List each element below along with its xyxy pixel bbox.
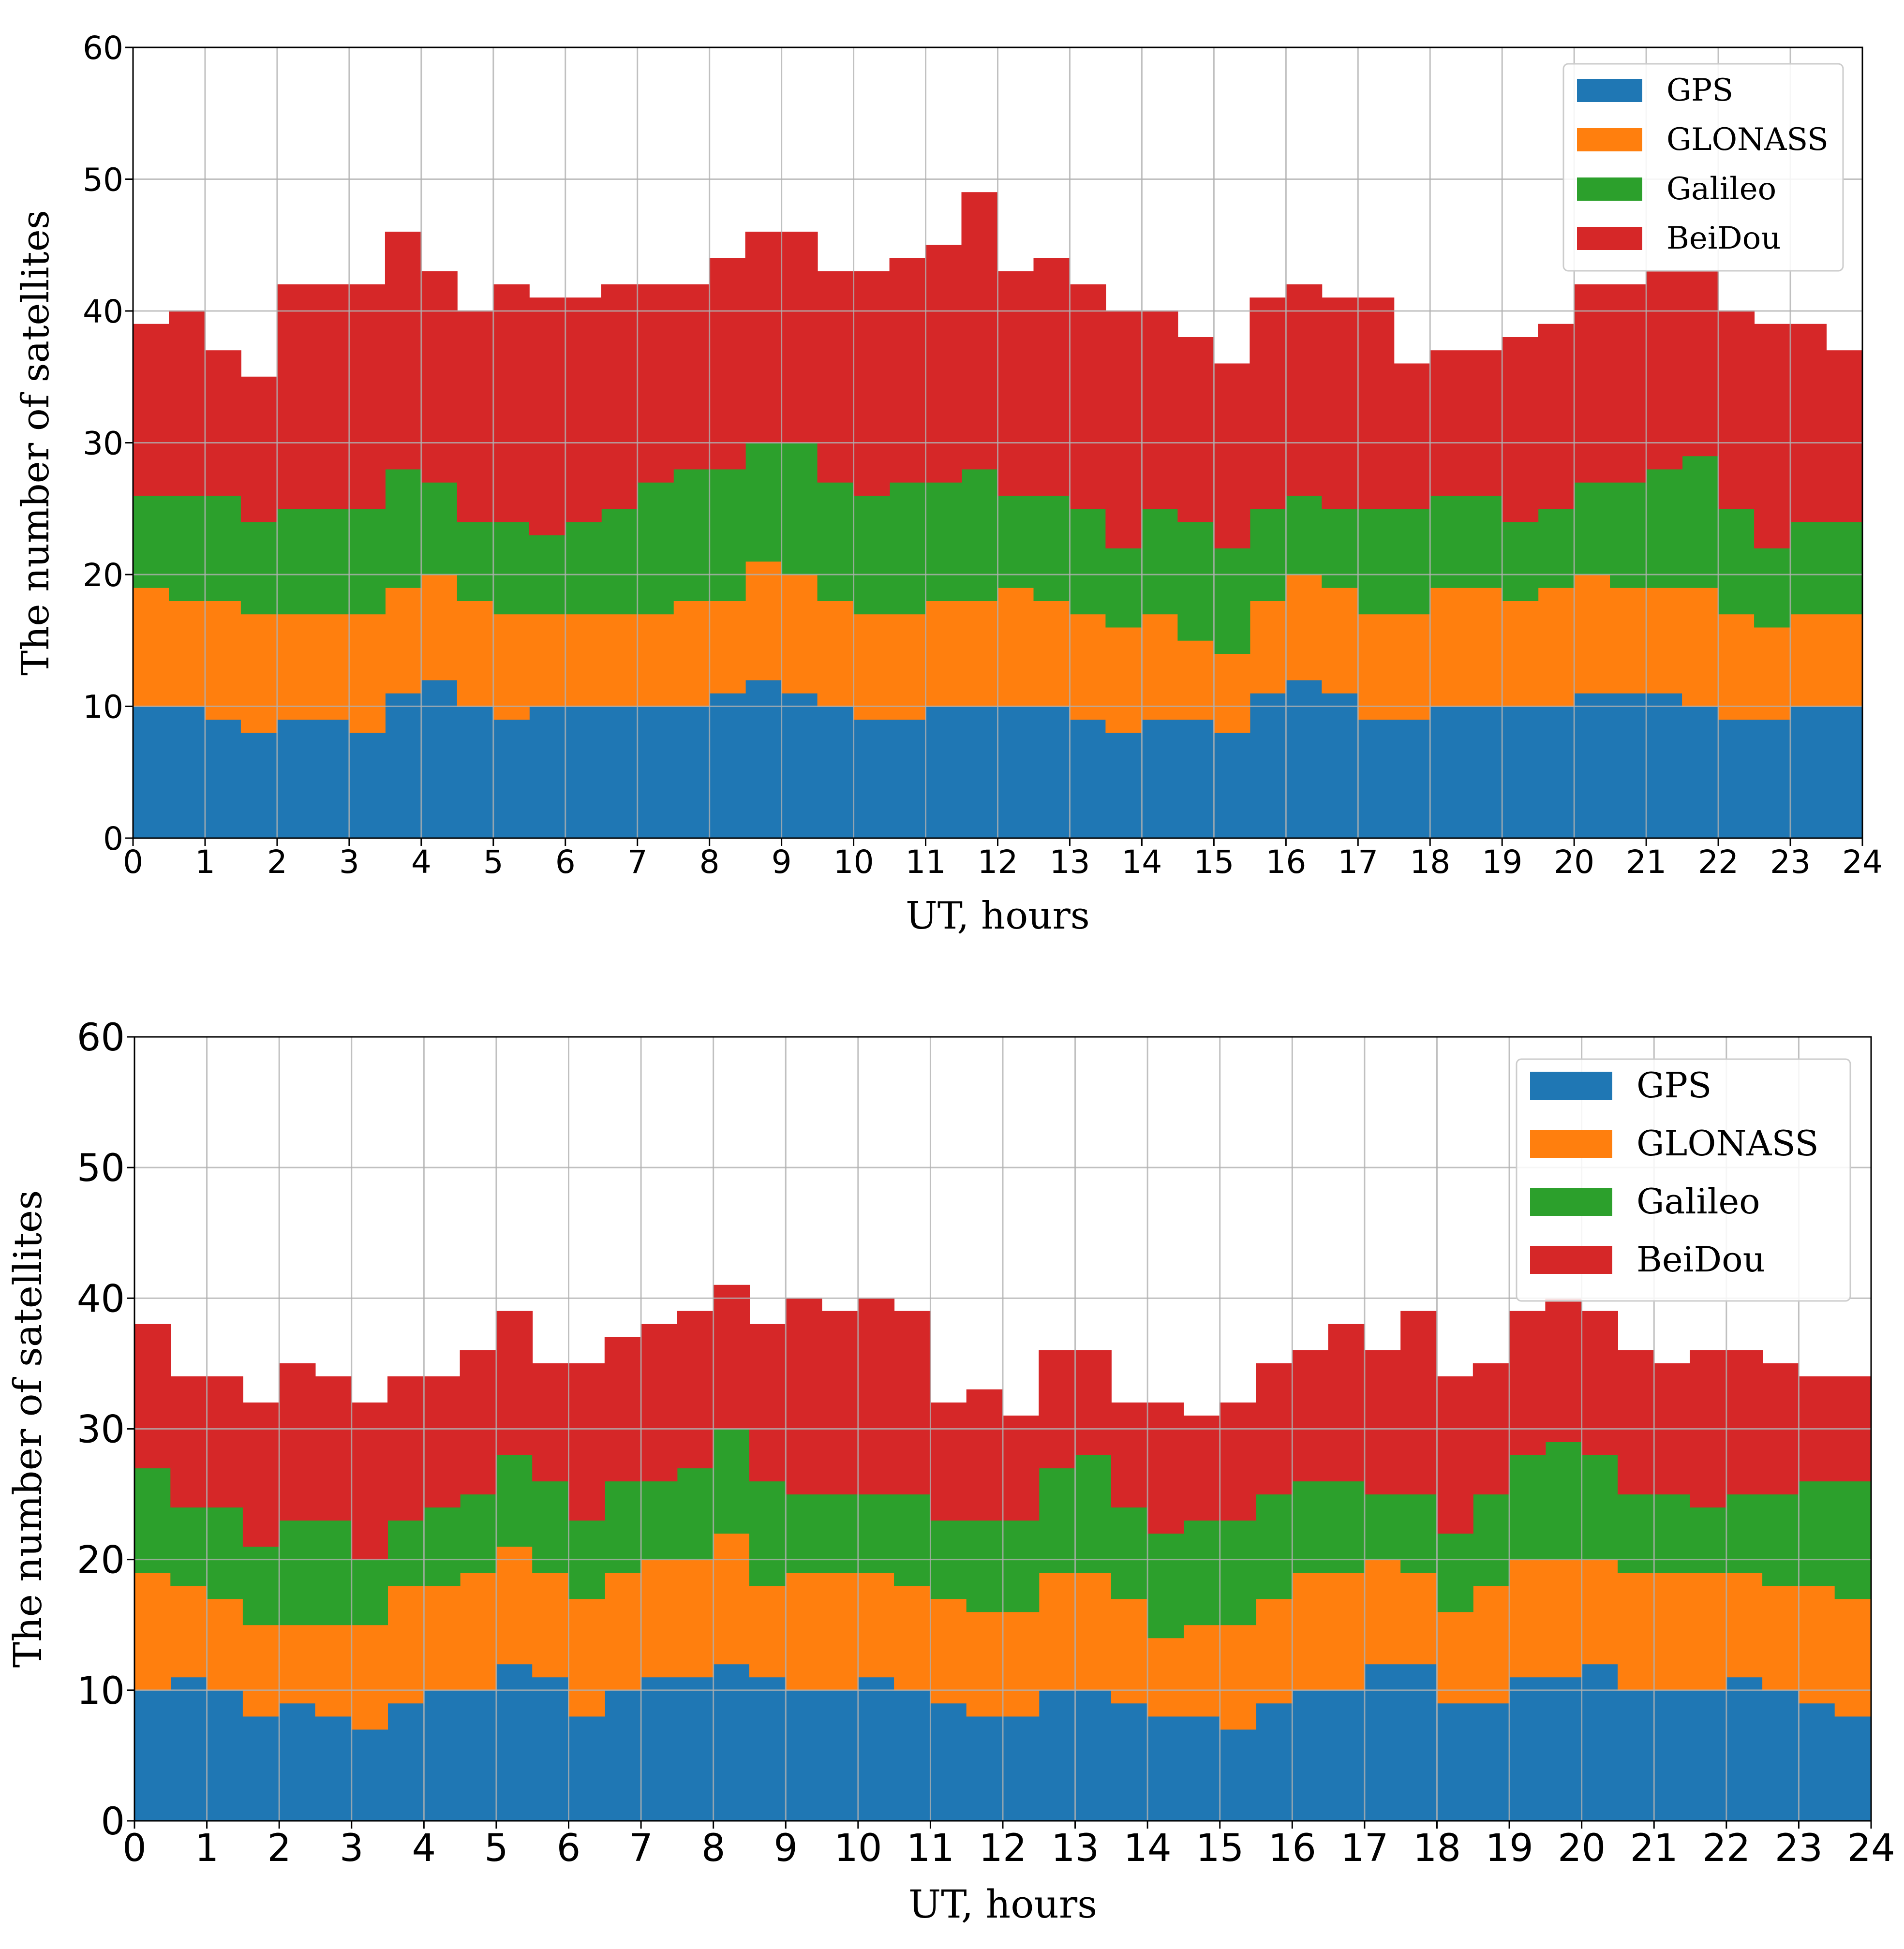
x-tick-label: 1 xyxy=(195,1827,219,1870)
y-tick-label: 0 xyxy=(101,1800,125,1844)
x-tick-label: 10 xyxy=(833,843,874,881)
x-tick-label: 16 xyxy=(1265,843,1306,881)
y-tick-label: 60 xyxy=(77,1016,125,1060)
x-tick-label: 13 xyxy=(1049,843,1090,881)
x-tick-label: 20 xyxy=(1554,843,1594,881)
x-tick-label: 22 xyxy=(1698,843,1739,881)
x-tick-label: 6 xyxy=(555,843,576,881)
x-tick-label: 1 xyxy=(195,843,215,881)
y-tick-label: 50 xyxy=(77,1147,125,1190)
x-tick-label: 12 xyxy=(978,843,1018,881)
legend-box xyxy=(1516,1058,1851,1302)
legend: GPS GLONASS Galileo BeiDou xyxy=(1516,1058,1851,1302)
y-tick-label: 30 xyxy=(77,1408,125,1452)
x-tick-label: 7 xyxy=(629,1827,653,1870)
x-tick-label: 18 xyxy=(1413,1827,1461,1870)
y-tick-label: 20 xyxy=(83,557,123,594)
x-tick-label: 17 xyxy=(1338,843,1378,881)
y-tick-label: 40 xyxy=(77,1277,125,1321)
x-tick-label: 15 xyxy=(1193,843,1234,881)
y-tick-label: 20 xyxy=(77,1539,125,1582)
legend-swatch-beidou xyxy=(1530,1246,1612,1274)
x-tick-label: 14 xyxy=(1124,1827,1172,1870)
x-tick-label: 9 xyxy=(772,843,792,881)
x-tick-label: 18 xyxy=(1410,843,1450,881)
legend-swatch-gps xyxy=(1577,79,1642,102)
x-tick-label: 24 xyxy=(1847,1827,1895,1870)
x-tick-label: 23 xyxy=(1775,1827,1823,1870)
legend-swatch-galileo xyxy=(1577,177,1642,201)
x-tick-label: 21 xyxy=(1626,843,1666,881)
x-tick-label: 22 xyxy=(1702,1827,1750,1870)
legend-label-galileo: Galileo xyxy=(1636,1181,1760,1222)
x-tick-label: 10 xyxy=(834,1827,882,1870)
x-tick-label: 20 xyxy=(1558,1827,1606,1870)
x-tick-label: 6 xyxy=(557,1827,581,1870)
legend-swatch-glonass xyxy=(1577,128,1642,151)
y-tick-label: 10 xyxy=(77,1669,125,1713)
legend-box xyxy=(1562,63,1844,272)
legend: GPS GLONASS Galileo BeiDou xyxy=(1562,63,1844,272)
x-tick-label: 2 xyxy=(267,1827,291,1870)
chart-panel-1: 0 1 2 3 4 5 6 7 8 9 10 11 12 13 14 15 16 17 18 19 20 21 22 23 24… xyxy=(14,30,1883,938)
legend-label-gps: GPS xyxy=(1666,73,1733,108)
x-tick-label: 2 xyxy=(267,843,287,881)
x-tick-label: 8 xyxy=(699,843,720,881)
x-tick-label: 7 xyxy=(627,843,648,881)
x-tick-label: 14 xyxy=(1121,843,1162,881)
y-tick-label: 40 xyxy=(83,293,123,330)
x-tick-label: 11 xyxy=(906,843,946,881)
x-axis-label: UT, hours xyxy=(908,1882,1097,1927)
x-tick-label: 5 xyxy=(484,1827,508,1870)
x-tick-label: 23 xyxy=(1770,843,1811,881)
x-tick-label: 5 xyxy=(483,843,504,881)
y-tick-label: 0 xyxy=(103,820,123,857)
y-tick-label: 60 xyxy=(83,30,123,67)
x-tick-label: 4 xyxy=(411,843,431,881)
x-tick-label: 12 xyxy=(979,1827,1026,1870)
legend-label-glonass: GLONASS xyxy=(1636,1123,1819,1164)
x-tick-label: 0 xyxy=(122,1827,147,1870)
legend-label-gps: GPS xyxy=(1636,1065,1711,1106)
x-tick-label: 3 xyxy=(340,1827,364,1870)
y-axis-label: The number of satellites xyxy=(5,1190,50,1668)
x-tick-label: 11 xyxy=(907,1827,954,1870)
x-tick-label: 19 xyxy=(1485,1827,1533,1870)
y-tick-label: 30 xyxy=(83,425,123,462)
legend-label-beidou: BeiDou xyxy=(1636,1239,1765,1280)
x-tick-label: 21 xyxy=(1630,1827,1678,1870)
legend-label-beidou: BeiDou xyxy=(1666,221,1781,256)
legend-swatch-beidou xyxy=(1577,227,1642,250)
x-tick-label: 3 xyxy=(339,843,359,881)
x-tick-label: 15 xyxy=(1196,1827,1244,1870)
legend-label-galileo: Galileo xyxy=(1666,171,1776,207)
x-tick-label: 9 xyxy=(774,1827,798,1870)
y-tick-label: 10 xyxy=(83,688,123,725)
x-tick-label: 4 xyxy=(412,1827,436,1870)
x-tick-label: 17 xyxy=(1340,1827,1388,1870)
x-tick-label: 16 xyxy=(1268,1827,1316,1870)
x-tick-label: 13 xyxy=(1051,1827,1099,1870)
x-tick-label: 19 xyxy=(1482,843,1522,881)
legend-swatch-galileo xyxy=(1530,1188,1612,1216)
y-tick-label: 50 xyxy=(83,161,123,198)
x-tick-label: 8 xyxy=(701,1827,726,1870)
x-tick-label: 24 xyxy=(1842,843,1883,881)
legend-swatch-glonass xyxy=(1530,1130,1612,1158)
legend-label-glonass: GLONASS xyxy=(1666,122,1829,158)
y-axis-label: The number of satellites xyxy=(14,210,58,676)
x-tick-label: 0 xyxy=(123,843,143,881)
chart-panel-2: 0 1 2 3 4 5 6 7 8 9 10 11 12 13 14 15 16 17 18 19 20 21 22 23 24… xyxy=(5,1016,1895,1927)
legend-swatch-gps xyxy=(1530,1072,1612,1100)
x-axis-label: UT, hours xyxy=(906,894,1090,938)
